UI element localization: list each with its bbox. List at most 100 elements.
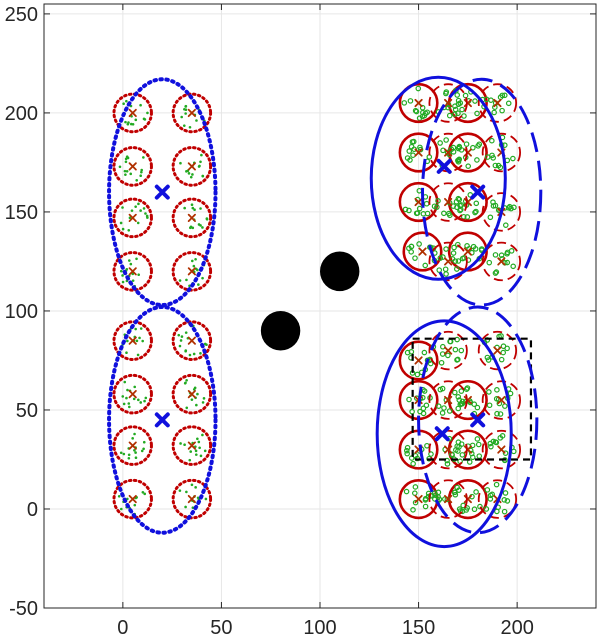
user-point — [419, 113, 426, 120]
user-point — [426, 154, 433, 160]
cell-center-stroke — [497, 257, 506, 266]
user-point — [135, 257, 138, 261]
user-point — [484, 154, 491, 160]
user-point — [458, 388, 465, 394]
user-point — [197, 440, 201, 444]
user-point — [473, 489, 479, 495]
cell-center-stroke — [128, 162, 137, 171]
cell-dashed — [477, 83, 518, 123]
user-point — [194, 453, 198, 456]
user-point — [127, 121, 130, 124]
cell-center-stroke — [463, 395, 472, 405]
user-point — [146, 111, 149, 115]
cell-center-stroke — [128, 494, 137, 504]
y-tick-label: -50 — [9, 598, 38, 620]
x-tick-label: 100 — [303, 617, 336, 639]
cluster-ellipse-dashed — [421, 77, 543, 307]
y-tick-label: 200 — [5, 103, 38, 125]
user-point — [494, 387, 500, 393]
cell-dashed — [428, 241, 468, 282]
user-point — [493, 269, 500, 275]
user-point — [135, 339, 139, 343]
user-point — [473, 200, 480, 207]
user-point — [437, 255, 444, 261]
user-point — [138, 336, 141, 340]
user-point — [139, 401, 143, 404]
user-point — [124, 160, 128, 164]
cell-circle — [171, 320, 213, 361]
user-point — [129, 172, 133, 176]
user-point — [455, 258, 462, 264]
user-point — [450, 250, 457, 256]
user-point — [483, 506, 490, 512]
y-tick-label: 0 — [27, 499, 38, 521]
user-point — [184, 505, 187, 509]
user-point — [437, 140, 443, 146]
cell-circle — [112, 251, 153, 292]
user-point — [487, 496, 494, 502]
user-point — [183, 206, 186, 210]
user-point — [131, 279, 135, 282]
user-point — [422, 110, 429, 117]
cell-dashed — [428, 429, 468, 470]
cell-dashed — [481, 241, 521, 282]
user-point — [441, 405, 447, 411]
user-point — [141, 490, 145, 494]
user-point — [455, 241, 461, 248]
user-point — [435, 494, 441, 500]
plot-area — [107, 75, 543, 549]
user-point — [490, 203, 497, 209]
user-point — [184, 381, 187, 385]
user-point — [423, 200, 430, 207]
cluster-center-stroke — [470, 184, 486, 200]
user-point — [196, 437, 199, 441]
cluster-center-stroke — [436, 158, 452, 174]
cell-circle — [112, 373, 153, 415]
user-point — [194, 486, 197, 489]
cell-solid — [398, 82, 439, 124]
cell-center-stroke — [444, 494, 453, 504]
cell-circle — [112, 197, 153, 239]
user-point — [404, 450, 410, 457]
user-point — [474, 110, 480, 117]
user-point — [443, 271, 449, 277]
user-point — [500, 349, 507, 356]
cell-circle — [171, 146, 213, 187]
user-point — [502, 490, 509, 496]
cell-center — [128, 108, 137, 118]
user-point — [458, 206, 464, 213]
user-point — [183, 443, 186, 447]
user-point — [442, 266, 449, 273]
user-point — [416, 205, 423, 212]
user-point — [472, 98, 478, 104]
user-point — [195, 403, 198, 407]
user-point — [201, 276, 204, 280]
cell-center-stroke — [187, 494, 196, 504]
user-point — [412, 107, 419, 114]
user-point — [119, 507, 123, 511]
user-point — [128, 259, 131, 262]
user-point — [200, 153, 203, 157]
cell-center-stroke — [463, 197, 472, 207]
cell-center-stroke — [187, 441, 196, 450]
cluster-center — [470, 412, 486, 428]
user-point — [488, 443, 494, 450]
user-point — [501, 508, 508, 515]
cell-center-stroke — [414, 356, 423, 365]
cell-dashed — [481, 132, 521, 173]
user-point — [137, 273, 140, 277]
cell-circle — [171, 197, 213, 239]
user-point — [456, 144, 463, 151]
user-point — [446, 408, 453, 414]
user-point — [144, 212, 147, 215]
user-point — [428, 451, 434, 457]
cell-center-stroke — [414, 197, 423, 207]
user-point — [204, 497, 208, 501]
user-point — [184, 112, 187, 115]
cell-circle — [171, 92, 213, 134]
user-point — [420, 211, 427, 217]
user-point — [498, 356, 505, 363]
user-point — [119, 451, 123, 455]
user-point — [126, 339, 129, 343]
user-point — [450, 144, 457, 151]
